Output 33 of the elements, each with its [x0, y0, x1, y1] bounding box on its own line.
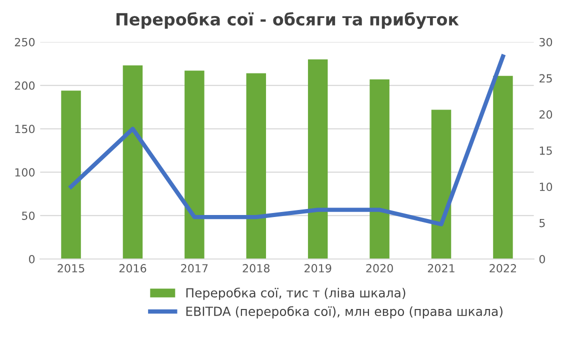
x-tick-label: 2018 [242, 264, 270, 272]
bar [493, 76, 513, 259]
y2-tick-label: 5 [540, 218, 545, 228]
y2-tick-label: 15 [540, 146, 552, 155]
x-tick-label: 2020 [366, 264, 393, 272]
x-tick-label: 2019 [304, 264, 332, 272]
x-tick-label: 2021 [428, 264, 454, 272]
y2-tick-label: 20 [539, 110, 552, 119]
line-series [68, 54, 506, 226]
chart-title: Переробка сої - обсяги та прибуток [116, 12, 459, 29]
y2-tick-label: 0 [539, 254, 546, 264]
x-tick-label: 2015 [58, 264, 84, 272]
legend-label: Переробка сої, тис т (ліва шкала) [186, 288, 406, 300]
y2-tick-label: 25 [539, 74, 552, 83]
bar [122, 65, 143, 259]
y2-tick-label: 10 [540, 182, 552, 192]
y-tick-label: 0 [28, 254, 35, 264]
y-tick-label: 100 [15, 168, 35, 177]
bar [431, 110, 452, 259]
bar [184, 70, 204, 259]
x-tick-label: 2017 [181, 264, 208, 272]
y-tick-label: 200 [14, 81, 35, 90]
legend-label: EBITDA (переробка сої), млн евро (права шкала) [186, 306, 502, 318]
bar [61, 90, 81, 259]
bar [370, 79, 390, 259]
y2-tick-label: 30 [540, 38, 552, 46]
bar [246, 73, 266, 259]
bar [308, 59, 328, 259]
x-tick-label: 2016 [119, 264, 146, 272]
y-tick-label: 250 [14, 38, 35, 46]
x-tick-label: 2022 [490, 264, 516, 272]
y-tick-label: 50 [22, 212, 35, 220]
y-tick-label: 150 [15, 124, 35, 134]
